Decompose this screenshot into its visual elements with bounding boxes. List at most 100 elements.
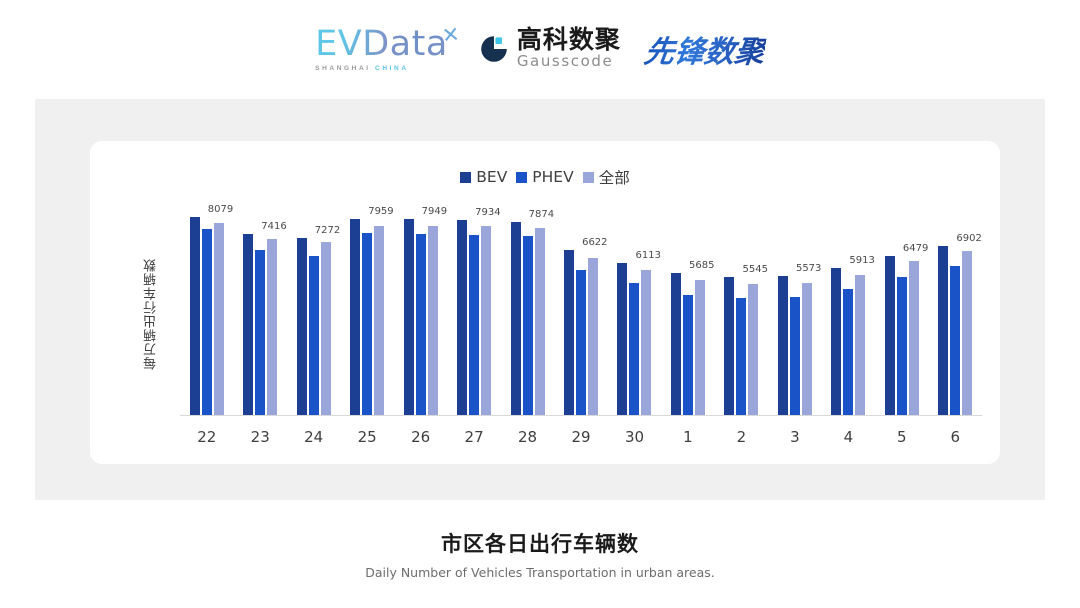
legend-item-bev[interactable]: BEV — [460, 168, 507, 186]
bar-bev[interactable] — [670, 272, 681, 416]
evdata-wordmark: EVData — [315, 23, 448, 64]
y-axis-title: 每万辆出行车辆数 — [142, 201, 161, 426]
bar-phev[interactable] — [682, 294, 693, 416]
bar-bev[interactable] — [724, 276, 735, 416]
x-axis-tick-label: 4 — [843, 428, 854, 446]
bar-data-label: 6622 — [582, 237, 608, 249]
x-axis-tick-label: 1 — [683, 428, 693, 446]
bar-phev[interactable] — [308, 256, 319, 416]
bar-bev[interactable] — [831, 268, 842, 416]
legend-label: PHEV — [532, 168, 574, 186]
bar-phev[interactable] — [201, 229, 212, 416]
bar-group: 5685 — [661, 201, 714, 416]
x-axis-tick-label: 26 — [411, 428, 431, 446]
bar-全部[interactable] — [908, 261, 919, 416]
x-axis-tick-label: 23 — [250, 428, 270, 446]
x-axis-tick-label: 3 — [790, 428, 800, 446]
logo-header: EVData ✕ SHANGHAI CHINA 高科数聚 Gausscode 先… — [0, 0, 1080, 92]
bar-group: 5545 — [715, 201, 768, 416]
x-axis-tick-label: 2 — [736, 428, 747, 446]
bar-bev[interactable] — [403, 219, 414, 416]
bar-phev[interactable] — [576, 269, 587, 416]
bar-group: 7416 — [233, 201, 287, 416]
gausscode-en: Gausscode — [516, 52, 614, 70]
chart-panel: BEV PHEV 全部 每万辆出行车辆数 8079 7416 7272 7959 7949 7… — [35, 99, 1045, 500]
legend-swatch-icon — [516, 171, 528, 183]
bar-data-label: 6902 — [956, 232, 982, 244]
bar-全部[interactable] — [481, 226, 492, 416]
bar-phev[interactable] — [950, 265, 961, 416]
bar-全部[interactable] — [694, 280, 705, 416]
bar-phev[interactable] — [843, 289, 854, 416]
bar-bev[interactable] — [189, 217, 200, 416]
bar-全部[interactable] — [267, 238, 278, 416]
bar-group: 7934 — [447, 201, 501, 416]
bar-phev[interactable] — [736, 297, 747, 416]
bar-data-label: 5573 — [795, 262, 822, 274]
bar-bev[interactable] — [350, 218, 361, 416]
legend-swatch-icon — [582, 171, 594, 183]
evdata-tagline-country: CHINA — [375, 64, 409, 72]
bar-data-label: 7416 — [261, 220, 287, 232]
bar-bev[interactable] — [938, 245, 949, 416]
bar-phev[interactable] — [896, 277, 907, 416]
x-axis-tick-label: 29 — [571, 428, 591, 446]
bar-bev[interactable] — [617, 262, 628, 416]
caption-title-cn: 市区各日出行车辆数 — [441, 532, 639, 556]
gausscode-logo: 高科数聚 Gausscode — [478, 27, 621, 71]
caption-title-en: Daily Number of Vehicles Transportation … — [365, 565, 715, 580]
bar-data-label: 5685 — [689, 259, 715, 271]
x-axis-tick-label: 27 — [464, 428, 484, 446]
bar-全部[interactable] — [641, 269, 652, 416]
bar-data-label: 7272 — [314, 225, 341, 237]
bar-全部[interactable] — [588, 257, 599, 416]
legend-item-全部[interactable]: 全部 — [582, 166, 630, 188]
chart-legend: BEV PHEV 全部 — [90, 166, 1000, 188]
legend-item-phev[interactable]: PHEV — [516, 168, 574, 186]
bar-bev[interactable] — [296, 238, 307, 416]
bar-全部[interactable] — [534, 227, 545, 416]
chart-card: BEV PHEV 全部 每万辆出行车辆数 8079 7416 7272 7959 7949 7… — [90, 141, 1000, 464]
evdata-tagline-city: SHANGHAI — [315, 64, 371, 72]
bar-phev[interactable] — [255, 249, 266, 416]
bar-data-label: 7949 — [421, 206, 448, 218]
bar-bev[interactable] — [884, 255, 895, 416]
x-axis-tick-label: 6 — [950, 428, 961, 446]
bar-bev[interactable] — [243, 233, 254, 416]
bar-全部[interactable] — [748, 283, 759, 416]
bar-全部[interactable] — [213, 223, 224, 416]
x-axis-tick-label: 24 — [304, 428, 324, 446]
bar-phev[interactable] — [522, 236, 533, 416]
bar-全部[interactable] — [855, 274, 866, 416]
bar-全部[interactable] — [427, 226, 438, 416]
bar-bev[interactable] — [564, 250, 575, 416]
evdata-x-icon: ✕ — [441, 22, 461, 48]
bar-data-label: 7959 — [368, 205, 394, 217]
bar-phev[interactable] — [469, 234, 480, 416]
bar-data-label: 5545 — [742, 263, 768, 275]
bar-全部[interactable] — [374, 225, 385, 416]
bar-bev[interactable] — [777, 275, 788, 416]
xianfeng-logo: 先锋数聚 — [642, 27, 768, 71]
bar-group: 5913 — [822, 201, 875, 416]
bar-group: 7272 — [287, 201, 340, 416]
evdata-tagline: SHANGHAI CHINA — [315, 65, 448, 72]
bar-bev[interactable] — [457, 220, 468, 416]
bar-全部[interactable] — [962, 251, 973, 416]
x-axis-line — [180, 415, 982, 416]
bar-groups: 8079 7416 7272 7959 7949 7934 7874 6622 6113 5685… — [180, 201, 982, 416]
bar-data-label: 6479 — [902, 242, 929, 254]
bar-data-label: 8079 — [207, 204, 234, 216]
bar-bev[interactable] — [510, 221, 521, 416]
bar-phev[interactable] — [362, 232, 373, 416]
bar-data-label: 7934 — [475, 207, 501, 219]
bar-group: 7959 — [340, 201, 394, 416]
bar-phev[interactable] — [629, 282, 640, 416]
legend-label: 全部 — [598, 169, 630, 187]
bar-phev[interactable] — [789, 297, 800, 416]
bar-全部[interactable] — [801, 282, 812, 416]
bar-全部[interactable] — [320, 242, 331, 416]
bar-phev[interactable] — [415, 233, 426, 416]
plot-area: 8079 7416 7272 7959 7949 7934 7874 6622 6113 5685… — [180, 201, 982, 416]
chart-caption: 市区各日出行车辆数 Daily Number of Vehicles Trans… — [0, 528, 1080, 580]
